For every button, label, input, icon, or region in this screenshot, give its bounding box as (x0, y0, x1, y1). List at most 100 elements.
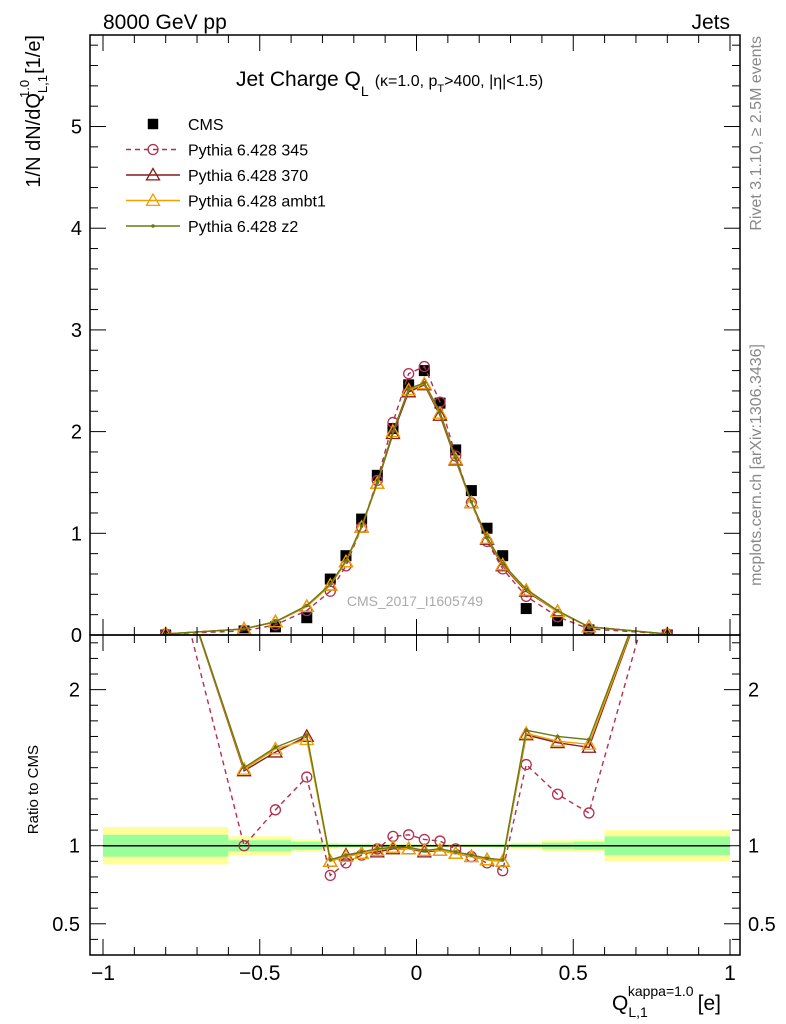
x-axis-label: QL,1 kappa=1.0[e] (612, 983, 721, 1020)
title-paren-rest: >400, |η|<1.5) (444, 73, 543, 90)
header-right-label: Jets (691, 11, 730, 34)
main-point-z2 (500, 562, 505, 566)
ylabel-main: 1/N dN/dQ (23, 93, 45, 187)
ratio-point-ambt1 (518, 725, 534, 739)
legend-marker-p370 (145, 167, 161, 181)
ratio-line-ambt1 (198, 635, 631, 863)
main-point-cms (552, 615, 564, 627)
ratio-y-tick-label-left: 1 (69, 836, 80, 858)
ratio-point-p345 (324, 869, 336, 882)
ratio-point-z2 (242, 765, 246, 770)
main-point-z2 (524, 587, 529, 592)
ratio-point-p370 (416, 844, 432, 858)
ratio-point-ambt1 (581, 736, 597, 750)
ratio-point-p345 (269, 804, 282, 816)
legend-entry-z2: Pythia 6.428 z2 (126, 219, 298, 236)
legend-entry-p345: Pythia 6.428 345 (126, 143, 308, 160)
ratio-point-p345 (662, 529, 672, 539)
main-y-tick-label: 1 (71, 523, 82, 545)
ratio-point-p345 (551, 788, 564, 800)
legend-label-ambt1: Pythia 6.428 ambt1 (188, 194, 326, 211)
main-point-ambt1 (448, 451, 464, 465)
legend-marker-p345 (147, 143, 159, 156)
title-main: Jet Charge Q (236, 68, 361, 91)
ylabel-unit: [1/e] (23, 35, 45, 74)
ratio-line-z2 (198, 635, 630, 861)
legend-label-p345: Pythia 6.428 345 (188, 143, 308, 160)
main-point-ambt1 (338, 553, 354, 568)
ratio-point-p345 (497, 865, 509, 877)
ratio-point-z2 (485, 856, 489, 861)
title-paren-open: (κ=1.0, p (375, 73, 438, 90)
ratio-point-z2 (555, 734, 560, 739)
main-point-z2 (587, 625, 591, 629)
main-point-p370 (432, 407, 448, 421)
ratio-y-tick-label-right: 0.5 (748, 914, 776, 936)
ratio-point-ambt1 (267, 741, 284, 755)
main-point-cms (387, 423, 399, 435)
legend-marker-z2 (151, 224, 155, 228)
xlabel-sup: kappa=1.0 (628, 983, 694, 999)
main-y-tick-label: 3 (71, 320, 82, 342)
main-point-p345 (418, 360, 430, 373)
main-point-ambt1 (322, 577, 338, 591)
ratio-point-z2 (422, 848, 427, 853)
ratio-point-p345 (238, 840, 250, 852)
main-point-p345 (403, 367, 415, 380)
ratio-point-z2 (666, 532, 670, 536)
ratio-point-z2 (304, 733, 309, 737)
ratio-point-z2 (391, 845, 395, 850)
ratio-point-z2 (453, 850, 458, 854)
ratio-point-z2 (344, 853, 348, 857)
ratio-point-p345 (520, 758, 532, 771)
ratio-point-ambt1 (322, 853, 338, 867)
analysis-watermark: CMS_2017_I1605749 (347, 593, 483, 609)
main-point-z2 (375, 480, 380, 485)
main-point-cms (418, 365, 430, 377)
ratio-y-tick-label-left: 2 (69, 680, 80, 702)
legend-entry-ambt1: Pythia 6.428 ambt1 (126, 192, 326, 211)
main-point-z2 (359, 524, 364, 528)
ratio-point-z2 (524, 728, 529, 733)
main-point-z2 (469, 499, 474, 504)
ratio-line-p345 (190, 635, 640, 877)
ratio-point-ambt1 (549, 733, 566, 747)
title-sub: L (361, 83, 369, 99)
ratio-series-p345 (190, 529, 672, 882)
header-left-label: 8000 GeV pp (103, 11, 227, 34)
ratio-point-p370 (661, 527, 674, 538)
xlabel-sub: L,1 (628, 1004, 648, 1020)
main-point-ambt1 (267, 613, 284, 628)
ratio-point-z2 (359, 850, 364, 854)
main-point-cms (301, 612, 313, 624)
x-tick-label: −0.5 (239, 962, 280, 985)
ratio-plot-frame (89, 634, 741, 956)
main-plot-title: Jet Charge QL (κ=1.0, pT>400, |η|<1.5) (236, 68, 543, 99)
ratio-y-axis-label: Ratio to CMS (25, 745, 42, 834)
ratio-point-z2 (328, 857, 333, 862)
ratio-point-z2 (500, 857, 505, 862)
ratio-point-ambt1 (385, 839, 401, 853)
main-point-ambt1 (581, 619, 597, 633)
legend-label-z2: Pythia 6.428 z2 (188, 219, 298, 236)
ratio-point-p345 (434, 835, 446, 847)
ratio-point-p345 (403, 829, 415, 841)
ratio-y-tick-label-right: 2 (748, 680, 759, 702)
axis-ticks (90, 35, 740, 955)
main-point-z2 (304, 603, 309, 608)
ratio-point-z2 (375, 847, 380, 851)
ratio-point-ambt1 (236, 761, 252, 775)
main-point-cms (520, 603, 532, 615)
main-point-ambt1 (495, 557, 511, 571)
ratio-point-ambt1 (159, 527, 172, 538)
main-point-ambt1 (354, 519, 370, 533)
legend-label-p370: Pythia 6.428 370 (188, 168, 308, 185)
legend-marker-ambt1 (145, 192, 161, 207)
ratio-line-p370 (198, 635, 631, 863)
main-point-z2 (485, 535, 489, 540)
main-point-z2 (242, 627, 246, 631)
x-tick-label: −1 (91, 962, 115, 985)
ratio-plot-series (159, 527, 674, 882)
main-point-z2 (391, 429, 395, 434)
